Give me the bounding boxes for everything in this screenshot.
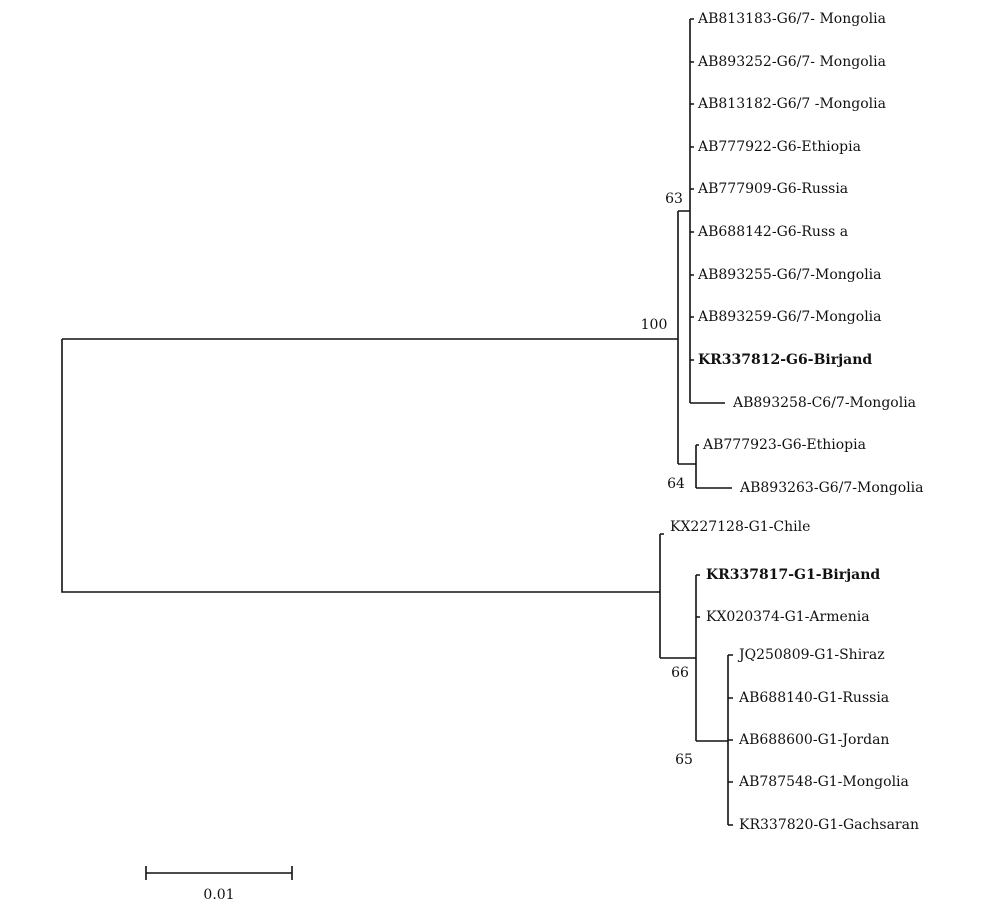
leaf-label: AB893263-G6/7-Mongolia bbox=[739, 480, 924, 496]
leaf-label: KX020374-G1-Armenia bbox=[706, 609, 870, 625]
bootstrap-value: 64 bbox=[667, 476, 685, 492]
leaf-label: AB813183-G6/7- Mongolia bbox=[697, 11, 886, 27]
leaf-label: AB787548-G1-Mongolia bbox=[738, 774, 909, 790]
leaf-label: KR337812-G6-Birjand bbox=[698, 352, 872, 368]
leaf-label: AB893252-G6/7- Mongolia bbox=[697, 54, 886, 70]
leaf-label: AB777922-G6-Ethiopia bbox=[697, 139, 861, 155]
leaf-label: JQ250809-G1-Shiraz bbox=[737, 647, 885, 663]
leaf-label: AB777909-G6-Russia bbox=[697, 181, 848, 197]
leaf-label: AB688140-G1-Russia bbox=[738, 690, 889, 706]
bootstrap-value: 100 bbox=[641, 317, 668, 333]
scale-bar bbox=[145, 866, 293, 880]
leaf-label: AB893258-C6/7-Mongolia bbox=[732, 395, 916, 411]
leaf-label: KX227128-G1-Chile bbox=[670, 519, 810, 535]
leaf-label: AB893259-G6/7-Mongolia bbox=[697, 309, 882, 325]
leaf-label: KR337817-G1-Birjand bbox=[706, 567, 880, 583]
leaf-label: AB813182-G6/7 -Mongolia bbox=[697, 96, 886, 112]
bootstrap-value: 66 bbox=[671, 665, 689, 681]
tree-branches bbox=[61, 18, 733, 826]
bootstrap-value: 63 bbox=[665, 191, 683, 207]
leaf-label: AB893255-G6/7-Mongolia bbox=[697, 267, 882, 283]
leaf-label: KR337820-G1-Gachsaran bbox=[739, 817, 919, 833]
leaf-label: AB688142-G6-Russ a bbox=[697, 224, 848, 240]
bootstrap-value: 65 bbox=[675, 752, 693, 768]
scale-bar-label: 0.01 bbox=[203, 887, 234, 903]
leaf-label: AB777923-G6-Ethiopia bbox=[702, 437, 866, 453]
leaf-label: AB688600-G1-Jordan bbox=[738, 732, 889, 748]
